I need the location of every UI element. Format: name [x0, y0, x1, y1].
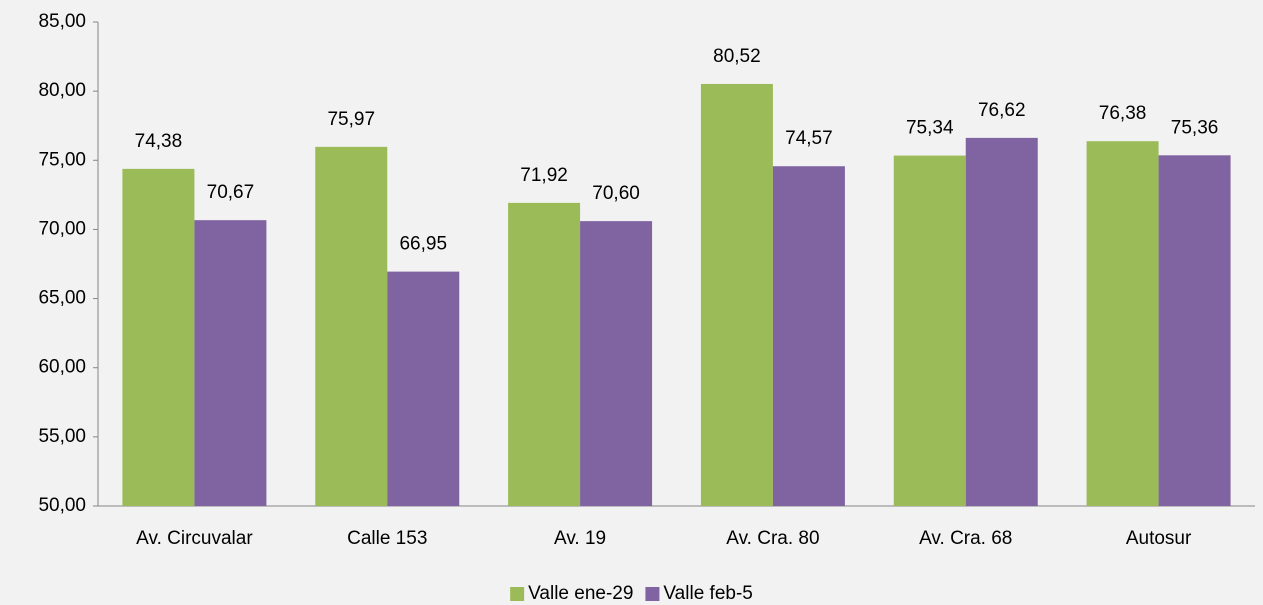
data-label: 75,34 — [906, 118, 954, 139]
data-label: 76,62 — [978, 100, 1026, 121]
data-label: 71,92 — [520, 165, 568, 186]
data-label: 75,97 — [327, 109, 375, 130]
bar — [772, 166, 845, 506]
x-tick-label: Calle 153 — [347, 528, 427, 549]
y-tick-label: 75,00 — [38, 149, 86, 170]
bar — [1158, 155, 1231, 506]
bar — [315, 146, 388, 506]
data-label: 75,36 — [1171, 117, 1219, 138]
bar — [508, 202, 581, 506]
data-label: 74,57 — [785, 128, 833, 149]
y-tick-label: 80,00 — [38, 80, 86, 101]
x-tick-label: Av. Cra. 80 — [726, 528, 819, 549]
data-label: 76,38 — [1099, 103, 1147, 124]
bar — [580, 221, 653, 507]
bar — [194, 220, 267, 506]
x-tick-label: Autosur — [1126, 528, 1192, 549]
data-label: 80,52 — [713, 46, 761, 67]
bar — [387, 271, 460, 506]
legend-label: Valle ene-29 — [528, 583, 633, 604]
y-tick-label: 65,00 — [38, 288, 86, 309]
legend-swatch — [645, 587, 660, 601]
bar — [965, 137, 1038, 506]
bar — [122, 168, 195, 506]
y-tick-label: 70,00 — [38, 218, 86, 239]
y-tick-label: 85,00 — [38, 11, 86, 32]
bar — [700, 83, 773, 507]
data-label: 66,95 — [399, 234, 447, 255]
y-tick-label: 50,00 — [38, 495, 86, 516]
bar — [1086, 141, 1159, 507]
y-tick-label: 60,00 — [38, 357, 86, 378]
data-label: 70,60 — [592, 183, 640, 204]
x-tick-label: Av. Circuvalar — [136, 528, 253, 549]
legend-swatch — [510, 587, 525, 601]
data-label: 70,67 — [207, 182, 255, 203]
legend-label: Valle feb-5 — [663, 583, 752, 604]
data-label: 74,38 — [135, 131, 183, 152]
bar — [893, 155, 966, 507]
y-tick-label: 55,00 — [38, 426, 86, 447]
x-tick-label: Av. Cra. 68 — [919, 528, 1012, 549]
x-tick-label: Av. 19 — [554, 528, 606, 549]
